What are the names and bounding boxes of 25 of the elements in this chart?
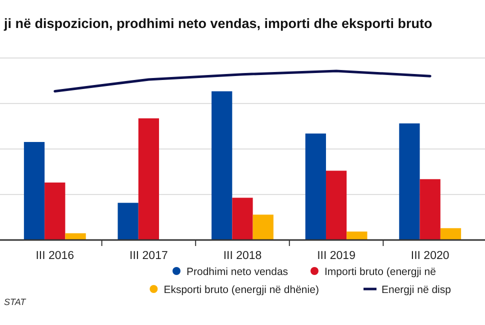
- bar: [138, 118, 160, 240]
- bar: [44, 182, 66, 240]
- bar: [252, 214, 274, 240]
- x-tick-label: III 2020: [410, 250, 450, 262]
- x-tick-label: III 2019: [317, 250, 356, 262]
- bar: [232, 198, 253, 240]
- legend-label: Eksporti bruto (energji në dhënie): [164, 284, 319, 296]
- bar: [326, 170, 347, 240]
- x-tick-label: III 2017: [130, 250, 168, 262]
- x-tick-label: III 2018: [223, 250, 262, 262]
- chart-title: ji në dispozicion, prodhimi neto vendas, importi dhe eksporti bruto: [3, 16, 432, 31]
- bar: [118, 202, 138, 240]
- text: STAT: [4, 297, 28, 307]
- bar: [65, 233, 86, 240]
- legend-label: Prodhimi neto vendas: [186, 266, 288, 278]
- x-tick-label: III 2016: [36, 250, 74, 262]
- legend-label: Energji në disp: [382, 284, 452, 296]
- bar: [305, 134, 326, 240]
- bar: [212, 91, 232, 240]
- legend-label: Importi bruto (energji në: [324, 266, 436, 278]
- bar: [420, 179, 440, 240]
- bar: [440, 228, 462, 240]
- bar: [399, 123, 420, 240]
- bar: [346, 232, 368, 240]
- bar: [24, 142, 45, 240]
